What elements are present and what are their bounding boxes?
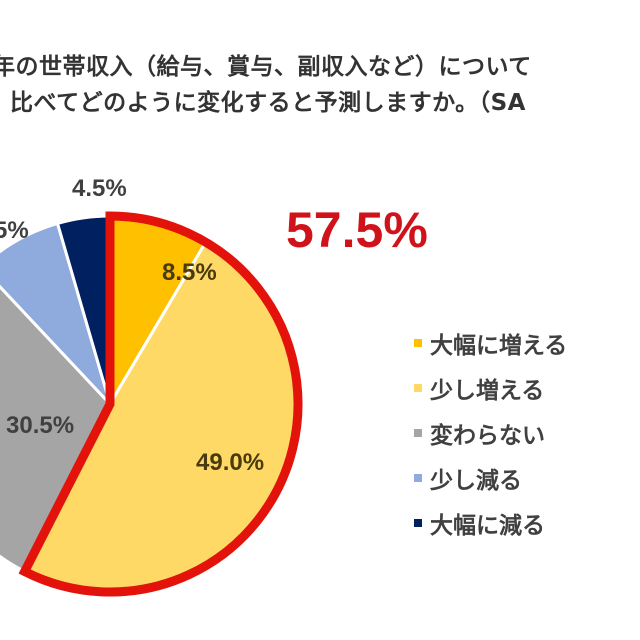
legend-item: 大幅に減る: [414, 500, 567, 545]
highlight-total-label: 57.5%: [286, 202, 428, 258]
legend-swatch-icon: [414, 473, 422, 482]
slice-no-change: [0, 284, 112, 574]
pie-labels: 8.5% 49.0% 30.5% 7.5% 4.5%: [0, 175, 264, 476]
legend-item: 変わらない: [414, 410, 567, 455]
legend-label: 変わらない: [430, 422, 545, 449]
legend-item: 少し減る: [414, 455, 567, 500]
legend-label: 少し減る: [430, 467, 522, 494]
slice-value-label: 30.5%: [6, 412, 74, 439]
legend-swatch-icon: [414, 338, 422, 347]
pie-slices: [0, 214, 300, 594]
slice-value-label: 7.5%: [0, 217, 29, 244]
legend-swatch-icon: [414, 383, 422, 392]
legend-item: 少し増える: [414, 365, 567, 410]
legend: 大幅に増える 少し増える 変わらない 少し減る 大幅に減る: [414, 320, 567, 545]
chart-title-line-2: 比べてどのように変化すると予測しますか。（SA: [10, 90, 526, 116]
slice-value-label: 8.5%: [162, 259, 217, 286]
legend-label: 少し増える: [430, 377, 545, 404]
slice-value-label: 49.0%: [196, 449, 264, 476]
slice-value-label: 4.5%: [72, 175, 127, 202]
legend-swatch-icon: [414, 428, 422, 437]
highlight-outline: [18, 211, 303, 597]
legend-label: 大幅に増える: [430, 332, 568, 359]
legend-label: 大幅に減る: [430, 512, 545, 539]
legend-swatch-icon: [414, 518, 422, 527]
legend-item: 大幅に増える: [414, 320, 567, 365]
chart-title-line-1: 年の世帯収入（給与、賞与、副収入など）について: [0, 54, 532, 80]
